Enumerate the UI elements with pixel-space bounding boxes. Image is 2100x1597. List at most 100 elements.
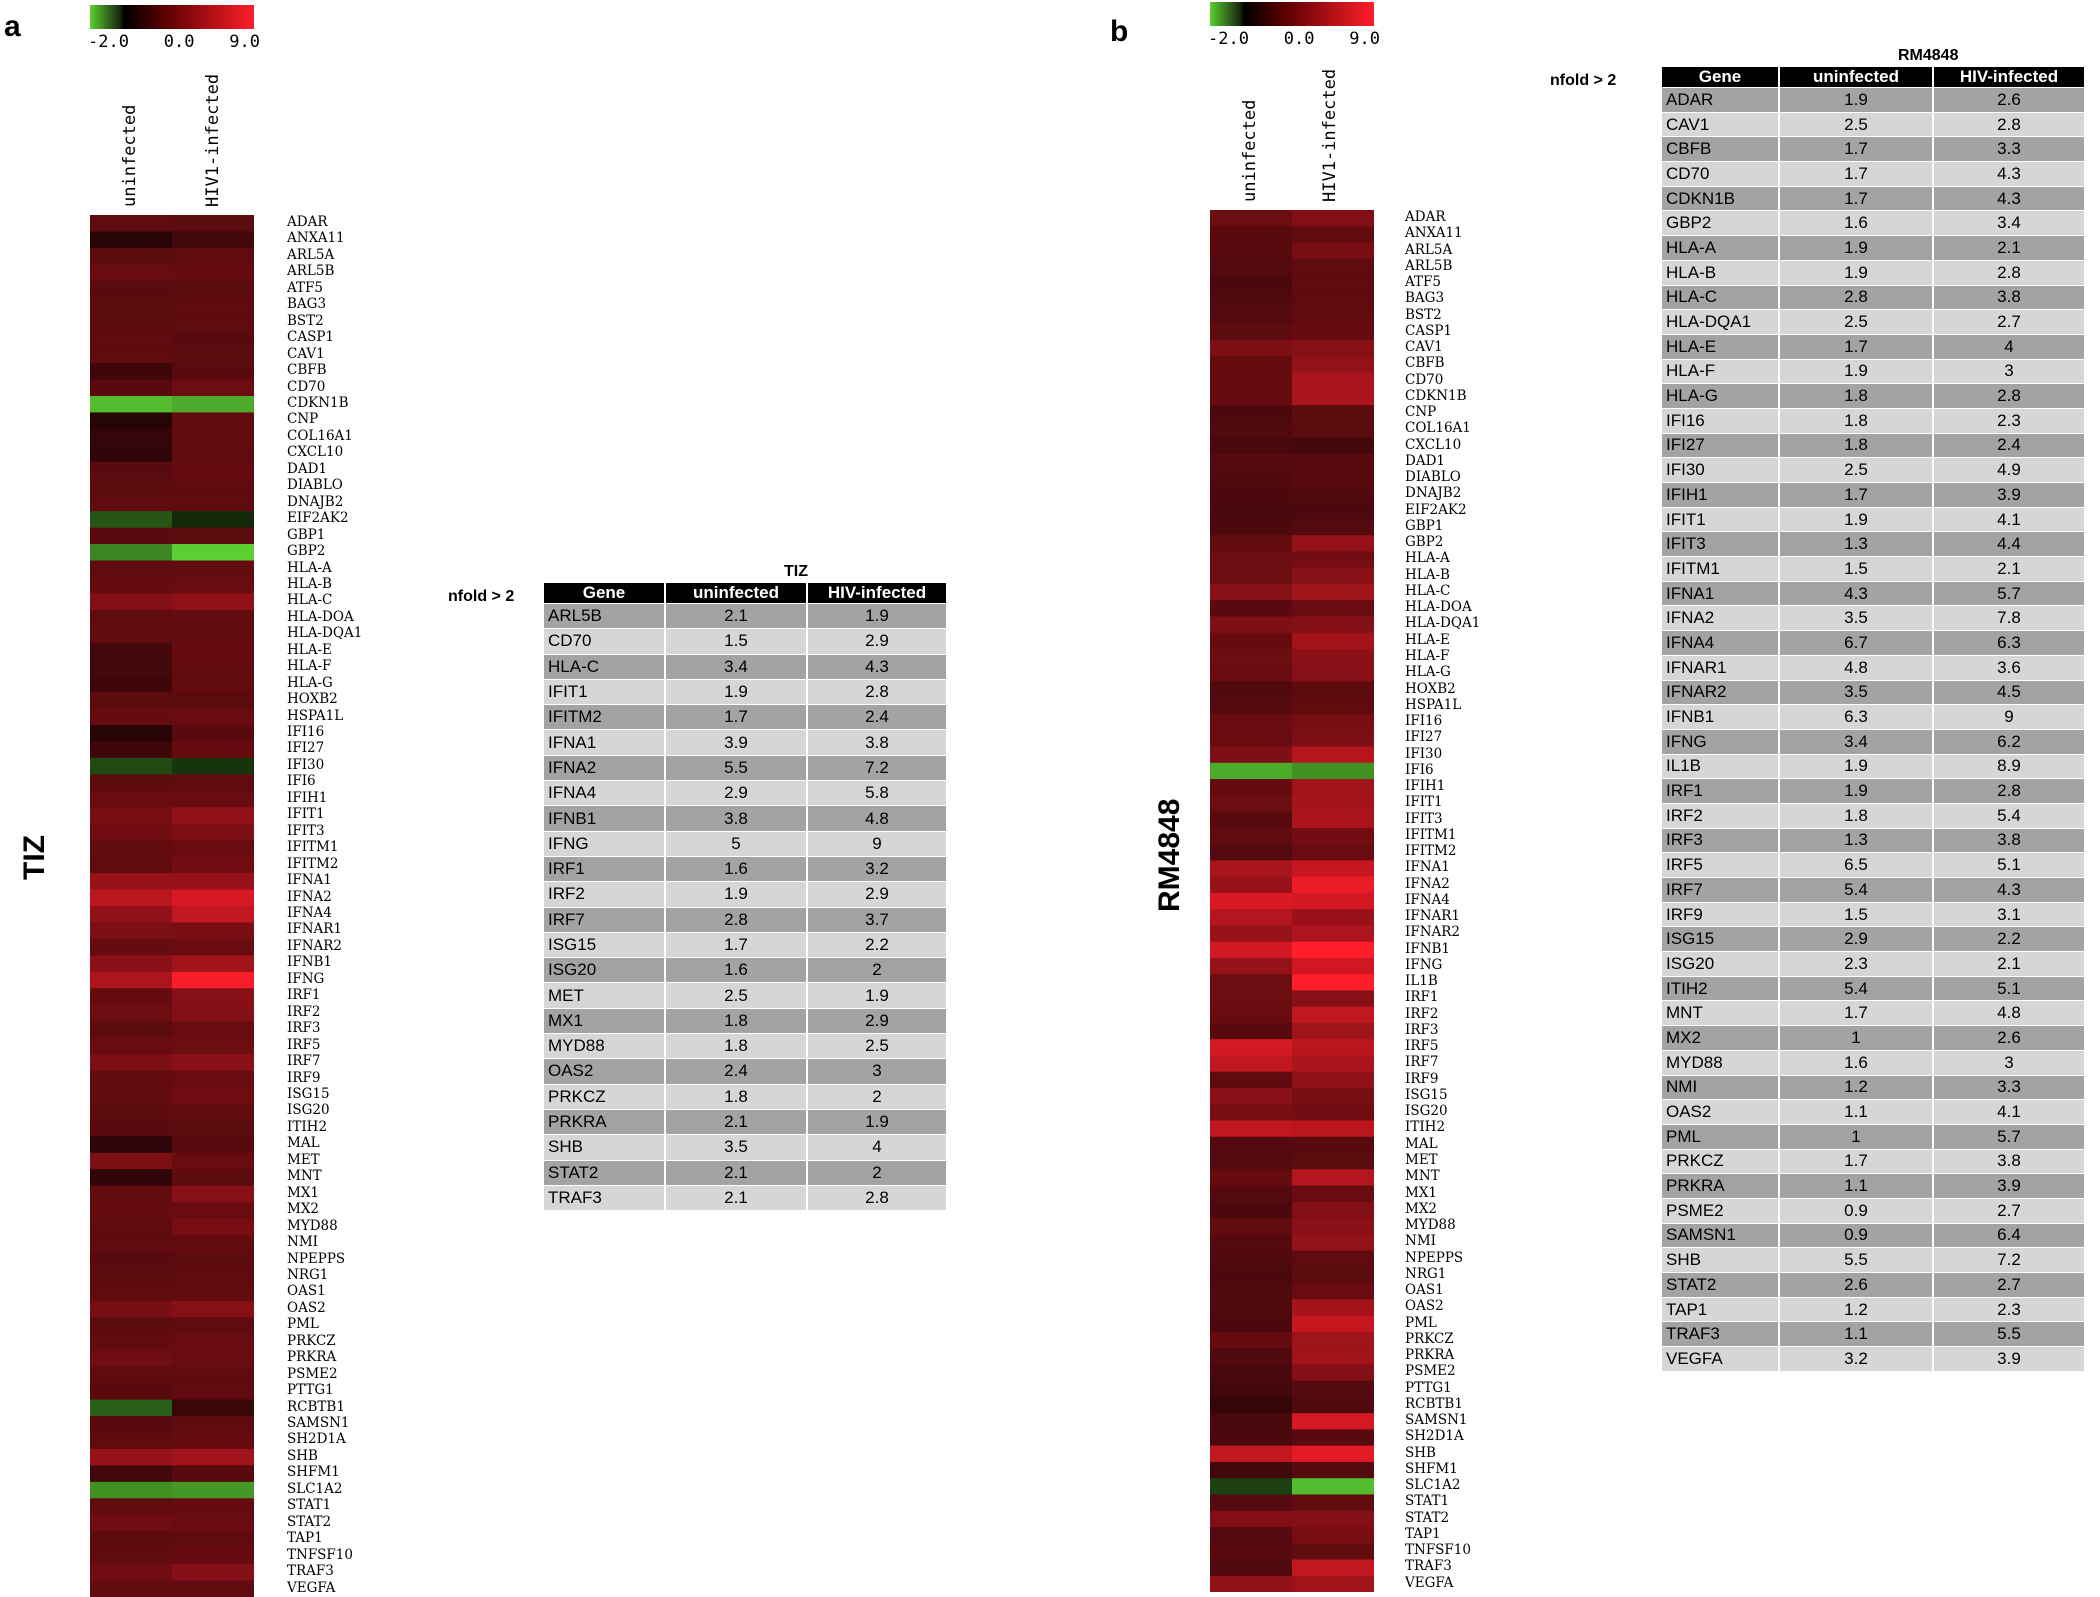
heatmap-cell-traf3-uninfected bbox=[1210, 1559, 1293, 1577]
uninfected-value-cell: 0.9 bbox=[1780, 1198, 1932, 1223]
table-row: IFNA1 3.9 3.8 bbox=[544, 730, 946, 755]
table-row: CAV1 2.5 2.8 bbox=[1662, 112, 2084, 137]
heatmap-cell-atf5-uninfected bbox=[90, 280, 173, 298]
gene-cell: IFNA4 bbox=[544, 781, 664, 806]
gene-label-il1b: IL1B bbox=[1405, 973, 1438, 990]
heatmap-cell-irf2-hiv1-infected bbox=[172, 1004, 254, 1022]
heatmap-cell-isg15-hiv1-infected bbox=[172, 1086, 254, 1104]
hiv-infected-value-cell: 8.9 bbox=[1934, 754, 2084, 779]
table-row: IRF2 1.8 5.4 bbox=[1662, 803, 2084, 828]
heatmap-cell-hla-f-hiv1-infected bbox=[1292, 648, 1374, 666]
heatmap-cell-ifit3-hiv1-infected bbox=[1292, 811, 1374, 829]
gene-label-irf5: IRF5 bbox=[287, 1036, 321, 1053]
nfold-label-a: nfold > 2 bbox=[448, 588, 515, 605]
heatmap-cell-sh2d1a-uninfected bbox=[90, 1432, 173, 1450]
uninfected-value-cell: 5.5 bbox=[1780, 1248, 1932, 1272]
gene-cell: ISG20 bbox=[544, 958, 664, 983]
hiv-infected-value-cell: 3.7 bbox=[808, 907, 946, 932]
hiv-infected-value-cell: 5.7 bbox=[1934, 1124, 2084, 1149]
uninfected-value-cell: 1.6 bbox=[1780, 211, 1932, 236]
hiv-infected-value-cell: 4.3 bbox=[1934, 878, 2084, 902]
heatmap-cell-pml-uninfected bbox=[1210, 1315, 1293, 1333]
uninfected-value-cell: 2.4 bbox=[666, 1059, 806, 1084]
heatmap-cell-hla-doa-uninfected bbox=[90, 609, 173, 627]
fold-change-table-tiz: Gene uninfected HIV-infected ARL5B 2.1 1.9… bbox=[542, 582, 948, 1211]
table-row: ISG20 1.6 2 bbox=[544, 958, 946, 983]
heatmap-cell-itih2-hiv1-infected bbox=[1292, 1120, 1374, 1138]
heatmap-cell-stat2-uninfected bbox=[1210, 1510, 1293, 1528]
heatmap-cell-mnt-hiv1-infected bbox=[1292, 1169, 1374, 1187]
column-label-hiv1-infected: HIV1-infected bbox=[1320, 68, 1340, 202]
table-row: NMI 1.2 3.3 bbox=[1662, 1075, 2084, 1100]
heatmap-cell-ifih1-hiv1-infected bbox=[1292, 779, 1374, 796]
gene-label-ifi6: IFI6 bbox=[287, 773, 316, 790]
gene-label-pml: PML bbox=[287, 1316, 319, 1333]
heatmap-cell-ifi6-uninfected bbox=[90, 774, 173, 792]
heatmap-cell-shb-hiv1-infected bbox=[1292, 1445, 1374, 1463]
gene-label-ifnb1: IFNB1 bbox=[287, 954, 333, 971]
gene-label-sh2d1a: SH2D1A bbox=[287, 1431, 346, 1448]
heatmap-cell-ifi27-hiv1-infected bbox=[1292, 730, 1374, 748]
heatmap-cell-irf7-hiv1-infected bbox=[172, 1054, 254, 1072]
heatmap-cell-eif2ak2-uninfected bbox=[90, 511, 173, 529]
table-row: ITIH2 5.4 5.1 bbox=[1662, 976, 2084, 1001]
heatmap-cell-atf5-uninfected bbox=[1210, 275, 1293, 292]
gene-label-hla-f: HLA-F bbox=[287, 658, 332, 675]
hiv-infected-value-cell: 2.6 bbox=[1934, 88, 2084, 112]
gene-label-col16a1: COL16A1 bbox=[287, 427, 353, 444]
heatmap-cell-hla-f-hiv1-infected bbox=[172, 659, 254, 677]
gene-label-psme2: PSME2 bbox=[1405, 1363, 1456, 1380]
uninfected-value-cell: 2.1 bbox=[666, 1160, 806, 1185]
heatmap-cell-stat2-uninfected bbox=[90, 1514, 173, 1532]
heatmap-cell-npepps-hiv1-infected bbox=[1292, 1250, 1374, 1268]
table-row: PRKRA 1.1 3.9 bbox=[1662, 1174, 2084, 1198]
gene-label-prkra: PRKRA bbox=[1405, 1347, 1455, 1364]
gene-label-vegfa: VEGFA bbox=[287, 1579, 336, 1596]
table-row: CBFB 1.7 3.3 bbox=[1662, 137, 2084, 162]
gene-cell: VEGFA bbox=[1662, 1347, 1778, 1371]
gene-label-anxa11: ANXA11 bbox=[1405, 225, 1463, 242]
hiv-infected-value-cell: 3 bbox=[1934, 359, 2084, 384]
heatmap-cell-arl5a-hiv1-infected bbox=[172, 247, 254, 265]
heatmap-cell-adar-hiv1-infected bbox=[1292, 210, 1374, 227]
heatmap-cell-cnp-uninfected bbox=[90, 412, 173, 430]
heatmap-cell-atf5-hiv1-infected bbox=[172, 280, 254, 298]
scale-tick-min: -2.0 bbox=[88, 32, 129, 52]
hiv-infected-value-cell: 2.8 bbox=[1934, 260, 2084, 285]
heatmap-cell-ifi30-hiv1-infected bbox=[172, 757, 254, 775]
gene-label-itih2: ITIH2 bbox=[1405, 1119, 1446, 1136]
hiv-infected-value-cell: 3.6 bbox=[1934, 655, 2084, 680]
heatmap-cell-arl5b-hiv1-infected bbox=[172, 264, 254, 282]
heatmap-cell-irf9-uninfected bbox=[1210, 1071, 1293, 1089]
hiv-infected-value-cell: 2.8 bbox=[1934, 112, 2084, 137]
gene-cell: PRKRA bbox=[544, 1109, 664, 1135]
gene-label-ifna1: IFNA1 bbox=[1405, 859, 1450, 876]
heatmap-cell-hspa1l-hiv1-infected bbox=[1292, 697, 1374, 715]
gene-label-met: MET bbox=[1405, 1152, 1438, 1168]
column-label-uninfected: uninfected bbox=[1240, 99, 1260, 202]
heatmap-cell-pttg1-uninfected bbox=[90, 1383, 173, 1401]
table-row: HLA-E 1.7 4 bbox=[1662, 334, 2084, 359]
uninfected-value-cell: 1.8 bbox=[666, 1084, 806, 1109]
fold-change-table-rm4848: Gene uninfected HIV-infected ADAR 1.9 2.6 C… bbox=[1660, 66, 2086, 1372]
heatmap-cell-arl5a-hiv1-infected bbox=[1292, 242, 1374, 260]
gene-label-ifnar2: IFNAR2 bbox=[287, 937, 343, 954]
heatmap-cell-met-hiv1-infected bbox=[1292, 1153, 1374, 1170]
heatmap-cell-ifna1-uninfected bbox=[1210, 860, 1293, 878]
uninfected-value-cell: 1.8 bbox=[666, 1034, 806, 1059]
heatmap-cell-anxa11-hiv1-infected bbox=[172, 231, 254, 249]
hiv-infected-value-cell: 6.3 bbox=[1934, 631, 2084, 655]
heatmap-cell-ifi6-hiv1-infected bbox=[172, 774, 254, 792]
hiv-infected-value-cell: 2.3 bbox=[1934, 408, 2084, 433]
gene-label-prkcz: PRKCZ bbox=[287, 1332, 336, 1349]
heatmap-cell-ifnar1-uninfected bbox=[90, 922, 173, 940]
gene-label-isg20: ISG20 bbox=[1405, 1103, 1448, 1120]
hiv-infected-value-cell: 2.7 bbox=[1934, 310, 2084, 334]
uninfected-value-cell: 5.4 bbox=[1780, 878, 1932, 902]
heatmap-cell-ifit1-uninfected bbox=[1210, 795, 1293, 813]
gene-label-arl5b: ARL5B bbox=[287, 263, 335, 280]
table-row: IFIH1 1.7 3.9 bbox=[1662, 483, 2084, 507]
gene-cell: IRF2 bbox=[544, 882, 664, 907]
heatmap-cell-rcbtb1-uninfected bbox=[90, 1399, 173, 1417]
heatmap-cell-gbp2-uninfected bbox=[90, 544, 173, 561]
